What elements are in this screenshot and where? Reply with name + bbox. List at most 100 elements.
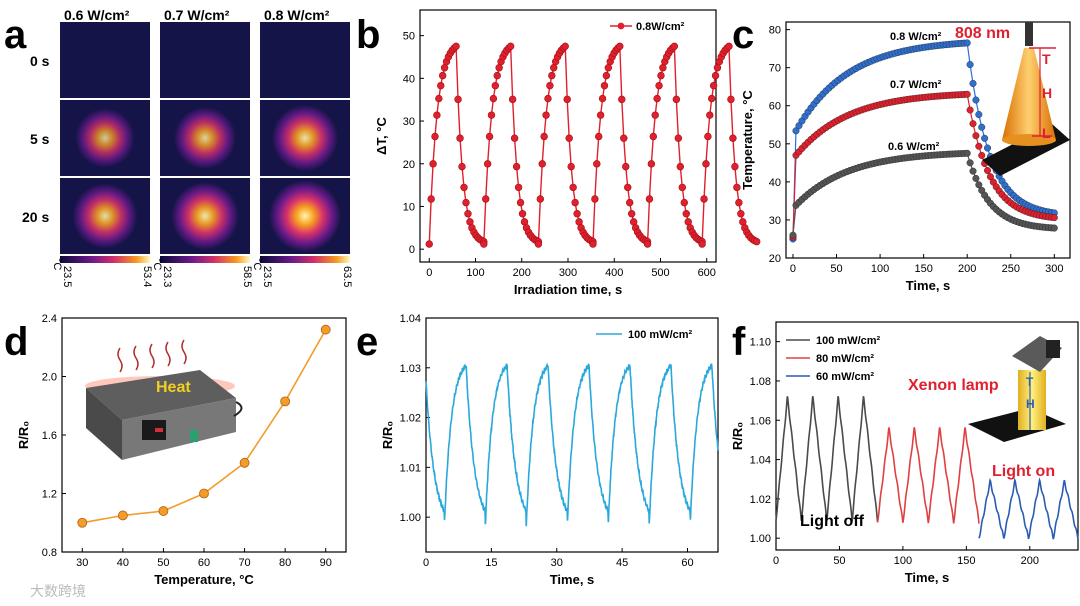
data-point	[487, 111, 496, 119]
x-tick-label: 0	[790, 263, 796, 275]
data-point	[643, 240, 652, 248]
thermal-image-r2-c2	[160, 100, 250, 176]
x-tick-label: 60	[681, 557, 693, 569]
laser-spot	[1002, 134, 1056, 146]
data-point	[1050, 214, 1058, 222]
data-point	[495, 64, 503, 72]
colorbar-1: °C23.5 53.4	[51, 256, 153, 287]
panel-a-thermal-images: a 0.6 W/cm² 0.7 W/cm² 0.8 W/cm² 0 s 5 s …	[4, 7, 353, 287]
series-line-0	[775, 396, 879, 522]
x-tick-label: 45	[616, 557, 628, 569]
data-point	[729, 134, 737, 142]
thermal-image-r1-c3	[260, 22, 350, 98]
data-point	[622, 162, 630, 171]
y-tick-label: 40	[769, 177, 781, 189]
data-point	[966, 61, 974, 69]
x-tick-label: 80	[279, 557, 291, 569]
data-point	[483, 160, 492, 168]
data-point	[536, 195, 545, 203]
inset-c-H: H	[1042, 85, 1052, 101]
data-point	[199, 488, 209, 499]
thermal-image-r1-c2	[160, 22, 250, 98]
data-point	[320, 324, 331, 335]
data-point	[482, 195, 490, 203]
colorbars: °C23.5 53.4°C23.3 58.5°C23.5 63.5	[51, 256, 353, 287]
data-point	[512, 162, 521, 171]
data-point	[506, 42, 515, 51]
xenon-lamp-label: Xenon lamp	[908, 377, 999, 394]
data-point	[657, 71, 665, 80]
data-point	[480, 240, 488, 248]
y-tick-label: 1.00	[400, 512, 421, 524]
data-point	[598, 94, 607, 103]
data-point	[647, 160, 656, 168]
legend-label-1: 80 mW/cm²	[816, 353, 874, 365]
data-point	[593, 160, 601, 168]
data-point	[456, 134, 464, 142]
data-point	[626, 198, 634, 207]
plot-frame	[425, 317, 719, 553]
data-point	[704, 132, 712, 141]
colorbar-unit: °C	[151, 258, 163, 270]
data-point	[972, 132, 980, 140]
x-tick-label: 0	[773, 555, 779, 567]
data-point	[542, 111, 550, 119]
x-tick-label: 150	[957, 555, 975, 567]
data-point	[733, 183, 741, 192]
data-point	[458, 162, 466, 171]
data-point	[975, 181, 983, 189]
data-point	[464, 210, 472, 218]
heat-label: Heat	[156, 379, 191, 396]
data-point	[550, 64, 558, 72]
inset-f-H: H	[1026, 397, 1035, 411]
data-point	[966, 106, 974, 114]
panel-letter-e: e	[356, 320, 378, 364]
thermal-grid	[60, 22, 350, 254]
y-tick-label: 0	[409, 244, 415, 256]
colorbar-min: 23.5	[61, 266, 73, 287]
data-point	[595, 132, 603, 141]
y-tick-label: 60	[769, 101, 781, 113]
data-point	[618, 95, 626, 104]
laser-wavelength-label: 808 nm	[955, 25, 1010, 42]
x-tick-label: 100	[466, 267, 484, 279]
data-point	[425, 240, 433, 248]
data-point	[573, 210, 581, 218]
y-tick-label: 1.03	[400, 363, 421, 375]
y-tick-label: 1.08	[750, 376, 771, 388]
colorbar-max: 63.5	[341, 266, 353, 287]
data-point	[239, 457, 250, 468]
data-point	[969, 167, 977, 175]
data-point	[571, 198, 579, 207]
panel-letter-d: d	[4, 320, 28, 364]
data-point	[440, 64, 449, 72]
panel-f: f 0 50 100 150 200 1.00 1.02 1.04 1.06 1.08 1.10 Ti…	[730, 320, 1079, 585]
data-point	[700, 195, 708, 203]
panel-e: e 0 15 30 45 60 1.00 1.01 1.02 1.03 1.04 Time, s R/…	[356, 313, 719, 587]
data-point	[645, 195, 654, 203]
data-point	[984, 144, 992, 152]
row-label-3: 20 s	[22, 209, 49, 225]
data-point	[616, 42, 624, 51]
data-point	[431, 132, 439, 141]
data-point	[567, 162, 575, 171]
y-tick-label: 1.06	[750, 415, 771, 427]
data-point	[514, 183, 523, 192]
data-point	[735, 198, 743, 207]
y-axis-label: R/R₀	[16, 421, 31, 449]
x-tick-label: 300	[1045, 263, 1063, 275]
data-point	[680, 198, 688, 207]
legend-marker	[617, 22, 625, 30]
data-point	[624, 183, 632, 192]
data-point	[510, 134, 519, 142]
data-point	[649, 132, 657, 141]
data-point	[731, 162, 739, 171]
y-tick-label: 1.02	[750, 494, 771, 506]
panel-letter-f: f	[732, 320, 746, 364]
y-tick-label: 1.01	[400, 462, 421, 474]
y-tick-label: 2.4	[42, 313, 57, 325]
watermark: 大数跨境	[30, 584, 86, 600]
y-tick-label: 2.0	[42, 372, 57, 384]
x-axis-label: Time, s	[906, 278, 951, 293]
